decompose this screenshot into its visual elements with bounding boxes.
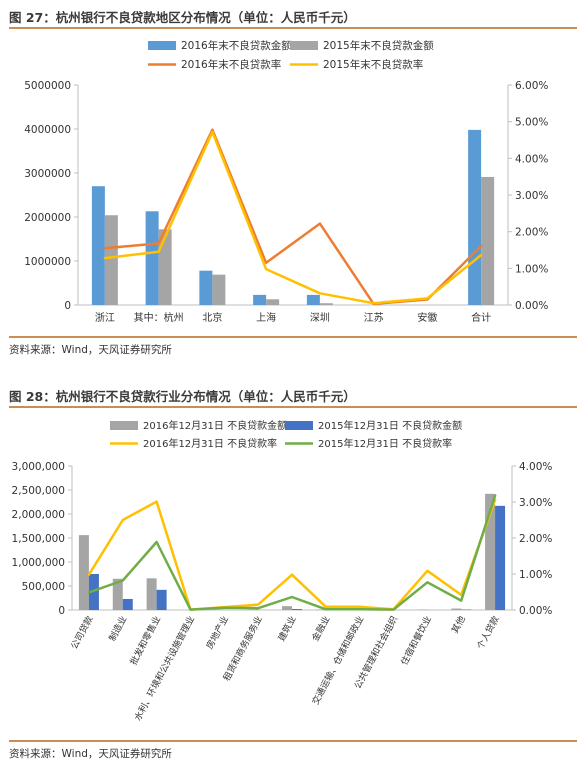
figure-28-top-rule [9, 406, 577, 408]
category-label: 合计 [471, 311, 491, 324]
left-tick-label: 0 [64, 300, 71, 312]
bar-2016-4 [253, 294, 267, 305]
legend-label: 2016年12月31日 不良贷款率 [143, 437, 277, 450]
category-label: 个人贷款 [474, 614, 502, 651]
right-tick-label: 0.00% [515, 300, 548, 312]
right-tick-label: 3.00% [515, 190, 548, 202]
bar-2016-1 [91, 186, 105, 305]
line-series-2015-rate [103, 130, 483, 305]
legend-label: 2015年末不良贷款率 [323, 58, 423, 71]
bar-2016-2 [112, 578, 123, 610]
bar-2016-13 [485, 493, 496, 610]
category-label: 深圳 [310, 312, 330, 324]
category-label: 水利、环境和公共设施管理业 [132, 614, 198, 723]
left-tick-label: 5000000 [24, 80, 71, 92]
bar-2015-5 [319, 303, 333, 305]
bar-2015-3 [212, 274, 226, 305]
figure-27-bottom-rule [9, 336, 577, 338]
right-tick-label: 5.00% [515, 117, 548, 129]
left-tick-label: 2000000 [24, 212, 71, 224]
right-tick-label: 1.00% [515, 263, 548, 275]
category-label: 北京 [202, 311, 222, 324]
right-tick-label: 1.00% [519, 569, 552, 581]
figure-27-source: 资料来源：Wind，天风证券研究所 [9, 344, 172, 356]
bar-2015-8 [481, 176, 495, 305]
category-label: 江苏 [364, 311, 384, 324]
legend-label: 2016年末不良贷款金额 [181, 39, 292, 52]
bar-2016-1 [78, 535, 89, 610]
bar-2015-2 [122, 598, 133, 610]
line-series-2016-rate [87, 498, 497, 611]
figure-27-chart: 0 1000000 2000000 3000000 4000000 5000000 0.00… [24, 39, 548, 324]
bar-2015-4 [266, 299, 280, 305]
right-tick-label: 3.00% [519, 497, 552, 509]
right-tick-label: 4.00% [519, 461, 552, 473]
bar-2016-12 [451, 608, 462, 610]
right-tick-label: 4.00% [515, 153, 548, 165]
category-label: 安徽 [417, 311, 437, 324]
bar-2015-3 [156, 589, 167, 610]
left-tick-label: 1,500,000 [12, 533, 65, 545]
category-label: 制造业 [106, 614, 129, 643]
category-label: 住宿和餐饮业 [398, 614, 434, 667]
category-label: 房地产业 [203, 614, 231, 651]
category-label: 公司贷款 [68, 614, 96, 651]
left-tick-label: 1000000 [24, 256, 71, 268]
bar-2016-5 [306, 294, 320, 305]
category-label: 建筑业 [275, 614, 298, 643]
bar-2016-2 [145, 211, 159, 305]
bar-2015-1 [88, 574, 99, 610]
bar-2016-7 [282, 606, 292, 610]
figure-27-title: 图 27：杭州银行不良贷款地区分布情况（单位：人民币千元） [9, 10, 356, 25]
legend-swatch [285, 421, 313, 430]
bar-2015-7 [292, 609, 302, 610]
bar-2015-1 [104, 215, 118, 305]
left-tick-label: 0 [58, 605, 65, 617]
bar-2016-3 [199, 270, 213, 305]
category-label: 其中：杭州 [134, 311, 184, 324]
right-tick-label: 2.00% [519, 533, 552, 545]
legend-swatch [290, 41, 318, 50]
left-tick-label: 3000000 [24, 168, 71, 180]
bar-2016-8 [468, 129, 482, 305]
category-label: 金融业 [309, 614, 332, 643]
category-label: 浙江 [95, 312, 115, 324]
figure-28-bottom-rule [9, 740, 577, 742]
figure-27-top-rule [9, 27, 577, 29]
bar-2015-2 [158, 229, 172, 305]
figure-28-chart: 0 500,000 1,000,000 1,500,000 2,000,000 2,500… [12, 419, 553, 723]
legend-swatch [110, 421, 138, 430]
category-label: 批发和零售业 [127, 614, 163, 667]
legend-label: 2016年末不良贷款率 [181, 58, 281, 71]
figure-28-source: 资料来源：Wind，天风证券研究所 [9, 748, 172, 760]
left-tick-label: 2,500,000 [12, 485, 65, 497]
right-tick-label: 0.00% [519, 605, 552, 617]
left-tick-label: 2,000,000 [12, 509, 65, 521]
category-label: 上海 [256, 311, 276, 324]
legend-label: 2015年12月31日 不良贷款率 [318, 437, 452, 450]
bar-2016-3 [146, 578, 157, 610]
left-tick-label: 1,000,000 [12, 557, 65, 569]
left-tick-label: 4000000 [24, 124, 71, 136]
legend-label: 2015年末不良贷款金额 [323, 39, 434, 52]
left-tick-label: 500,000 [22, 581, 65, 593]
category-label: 其他 [449, 614, 468, 636]
right-tick-label: 2.00% [515, 227, 548, 239]
line-series-2015-rate [87, 494, 497, 611]
figure-28-title: 图 28：杭州银行不良贷款行业分布情况（单位：人民币千元） [9, 389, 356, 404]
legend-label: 2015年12月31日 不良贷款金额 [318, 419, 462, 432]
legend-label: 2016年12月31日 不良贷款金额 [143, 419, 287, 432]
right-tick-label: 6.00% [515, 80, 548, 92]
legend-swatch [148, 41, 176, 50]
bar-2015-13 [495, 505, 506, 610]
left-tick-label: 3,000,000 [12, 461, 65, 473]
